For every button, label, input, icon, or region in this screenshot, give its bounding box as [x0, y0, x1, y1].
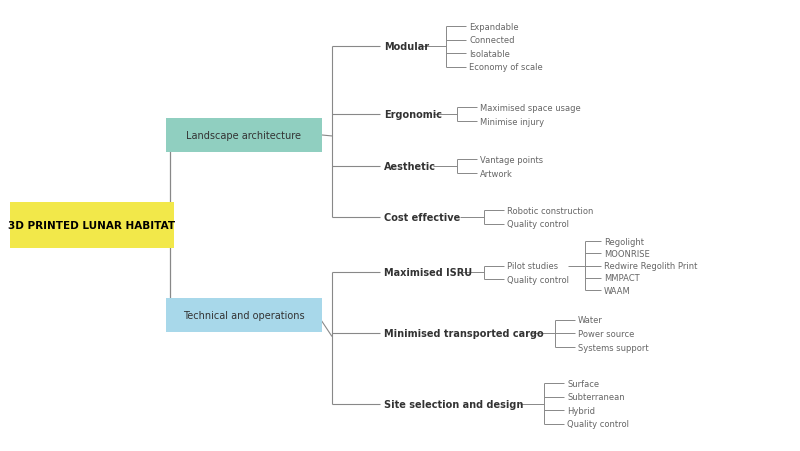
- Text: Pilot studies: Pilot studies: [507, 262, 558, 271]
- Text: Regolight: Regolight: [604, 237, 644, 246]
- FancyBboxPatch shape: [166, 119, 322, 152]
- Text: Maximised space usage: Maximised space usage: [480, 104, 581, 113]
- Text: Minimised transported cargo: Minimised transported cargo: [384, 329, 544, 339]
- Text: Aesthetic: Aesthetic: [384, 162, 436, 172]
- Text: MMPACT: MMPACT: [604, 274, 639, 283]
- Text: Hybrid: Hybrid: [567, 406, 595, 415]
- Text: Quality control: Quality control: [567, 419, 629, 428]
- Text: Power source: Power source: [578, 329, 634, 338]
- Text: WAAM: WAAM: [604, 286, 630, 295]
- Text: 3D PRINTED LUNAR HABITAT: 3D PRINTED LUNAR HABITAT: [9, 221, 175, 230]
- Text: Minimise injury: Minimise injury: [480, 117, 544, 126]
- Text: Systems support: Systems support: [578, 343, 649, 352]
- Text: Surface: Surface: [567, 379, 599, 388]
- Text: Landscape architecture: Landscape architecture: [186, 130, 302, 140]
- Text: Cost effective: Cost effective: [384, 212, 460, 222]
- Text: Redwire Regolith Print: Redwire Regolith Print: [604, 262, 697, 271]
- Text: Site selection and design: Site selection and design: [384, 399, 523, 409]
- Text: Quality control: Quality control: [507, 220, 570, 229]
- Text: Connected: Connected: [470, 36, 514, 45]
- Text: Subterranean: Subterranean: [567, 392, 625, 401]
- Text: Technical and operations: Technical and operations: [183, 311, 305, 321]
- Text: Robotic construction: Robotic construction: [507, 206, 594, 215]
- Text: MOONRISE: MOONRISE: [604, 249, 650, 258]
- Text: Quality control: Quality control: [507, 275, 570, 284]
- Text: Expandable: Expandable: [470, 23, 519, 32]
- Text: Ergonomic: Ergonomic: [384, 110, 442, 120]
- Text: Vantage points: Vantage points: [480, 156, 543, 165]
- Text: Modular: Modular: [384, 42, 429, 52]
- Text: Maximised ISRU: Maximised ISRU: [384, 268, 472, 278]
- Text: Isolatable: Isolatable: [470, 50, 510, 59]
- FancyBboxPatch shape: [166, 299, 322, 333]
- Text: Artwork: Artwork: [480, 169, 513, 178]
- FancyBboxPatch shape: [10, 203, 174, 248]
- Text: Economy of scale: Economy of scale: [470, 63, 543, 72]
- Text: Water: Water: [578, 316, 603, 325]
